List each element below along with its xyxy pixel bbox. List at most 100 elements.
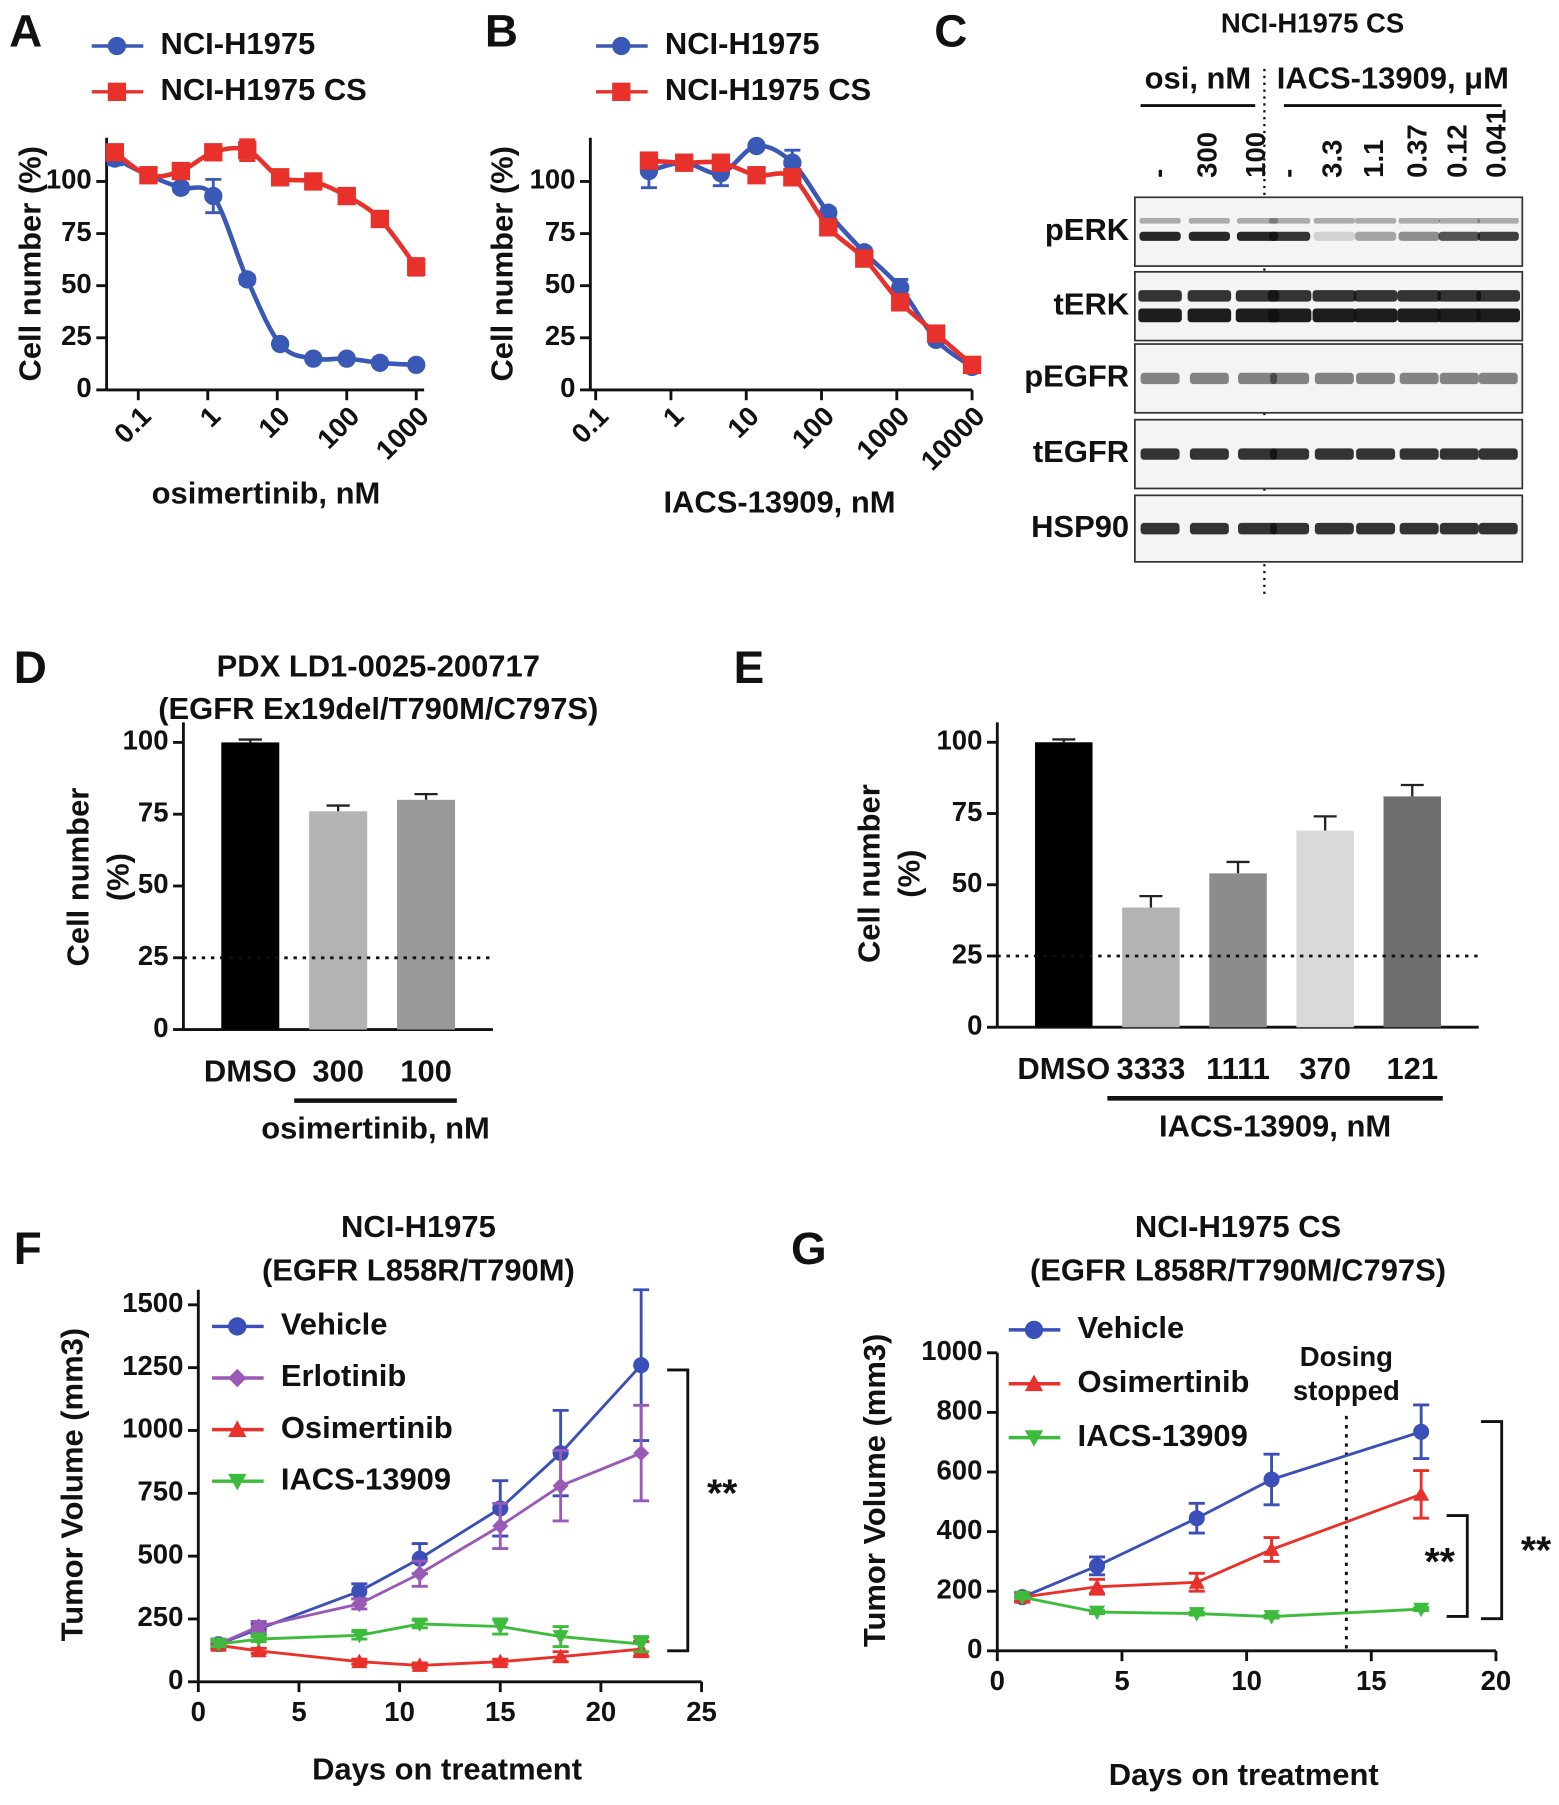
x-tick-label: 0.1 — [108, 400, 157, 449]
marker — [370, 353, 390, 372]
marker — [304, 349, 323, 368]
x-tick-label: 1000 — [370, 400, 435, 465]
row-label: tEGFR — [1033, 434, 1129, 469]
marker — [228, 1368, 247, 1388]
band — [1478, 522, 1518, 535]
y-axis-label: (%) — [101, 853, 136, 901]
lane-label: - — [1272, 169, 1303, 178]
band — [1238, 522, 1278, 535]
marker — [1089, 1605, 1106, 1621]
series-line — [113, 145, 419, 269]
band — [1354, 231, 1397, 241]
x-tick-label: 1 — [657, 400, 690, 433]
marker — [171, 161, 191, 181]
y-axis-label: Cell number (%) — [485, 146, 520, 382]
marker — [139, 166, 158, 185]
marker — [411, 1565, 428, 1582]
x-tick-label: 100 — [786, 400, 840, 454]
legend-label: IACS-13909 — [281, 1461, 451, 1496]
x-tick-label: 100 — [311, 400, 365, 454]
marker — [1413, 1602, 1430, 1618]
band — [1314, 522, 1354, 535]
marker — [1188, 1510, 1205, 1527]
y-tick-label: 50 — [952, 867, 983, 898]
x-tick-label: 25 — [686, 1696, 717, 1727]
group-label: IACS-13909, nM — [1159, 1108, 1391, 1143]
row-label: pEGFR — [1024, 359, 1129, 394]
band — [1353, 290, 1398, 302]
chart-title: PDX LD1-0025-200717 — [217, 649, 540, 684]
band — [1356, 448, 1396, 460]
marker — [633, 1357, 650, 1374]
series-line — [218, 1622, 642, 1646]
marker — [633, 1445, 650, 1462]
x-tick-label: 10 — [252, 400, 296, 444]
marker — [411, 1550, 428, 1567]
band — [1189, 372, 1229, 385]
x-tick-label: 1111 — [1206, 1051, 1270, 1086]
y-tick-label: 500 — [138, 1538, 184, 1569]
y-tick-label: 1000 — [122, 1413, 183, 1444]
x-tick-label: 1 — [194, 400, 227, 433]
y-tick-label: 25 — [61, 320, 92, 351]
significance: ** — [1425, 1541, 1456, 1584]
marker — [270, 334, 290, 354]
y-tick-label: 75 — [952, 796, 983, 827]
band — [1139, 231, 1181, 241]
marker — [107, 36, 127, 56]
bar — [1122, 907, 1180, 1028]
marker — [407, 257, 426, 277]
y-tick-label: 400 — [937, 1514, 983, 1545]
group-label: osi, nM — [1145, 61, 1252, 96]
y-tick-label: 1000 — [921, 1335, 982, 1366]
significance: ** — [1521, 1530, 1552, 1573]
marker — [337, 186, 356, 206]
marker — [492, 1653, 509, 1669]
marker — [492, 1517, 509, 1535]
y-tick-label: 250 — [138, 1601, 184, 1632]
marker — [107, 82, 127, 102]
band — [1238, 372, 1278, 385]
y-axis-label: Cell number — [60, 788, 95, 967]
legend-label: NCI-H1975 CS — [160, 72, 366, 107]
band — [1438, 231, 1480, 241]
marker — [407, 355, 426, 375]
marker — [783, 168, 802, 187]
y-tick-label: 800 — [937, 1395, 983, 1426]
x-tick-label: 370 — [1299, 1051, 1351, 1086]
bar — [1035, 742, 1093, 1028]
marker — [228, 1420, 247, 1437]
row-label: tERK — [1054, 286, 1130, 321]
legend-label: NCI-H1975 — [665, 26, 820, 61]
band — [1313, 217, 1355, 224]
x-tick-label: 300 — [312, 1053, 364, 1088]
marker — [1024, 1374, 1044, 1392]
marker — [411, 1617, 428, 1633]
band — [1188, 217, 1231, 224]
marker — [819, 203, 838, 222]
band — [1187, 308, 1232, 323]
y-tick-label: 0 — [967, 1633, 982, 1664]
marker — [351, 1653, 368, 1669]
y-tick-label: 200 — [937, 1573, 983, 1604]
band — [1438, 217, 1480, 224]
lane-label: 300 — [1192, 132, 1223, 178]
band — [1477, 217, 1519, 224]
group-label: IACS-13909, μM — [1277, 61, 1509, 96]
band — [1312, 308, 1357, 323]
marker — [105, 143, 125, 162]
band — [1236, 231, 1279, 241]
panel-label: C — [934, 5, 967, 57]
y-tick-label: 75 — [61, 216, 92, 247]
band — [1354, 217, 1397, 224]
y-tick-label: 100 — [937, 725, 983, 756]
marker — [238, 270, 257, 289]
x-axis-label: osimertinib, nM — [152, 476, 381, 511]
legend-label: Osimertinib — [281, 1410, 453, 1445]
band — [1187, 290, 1232, 302]
lane-label: 0.041 — [1481, 109, 1512, 178]
band — [1397, 290, 1441, 302]
x-tick-label: 1000 — [850, 400, 915, 465]
band — [1356, 522, 1396, 535]
significance: ** — [707, 1472, 738, 1515]
